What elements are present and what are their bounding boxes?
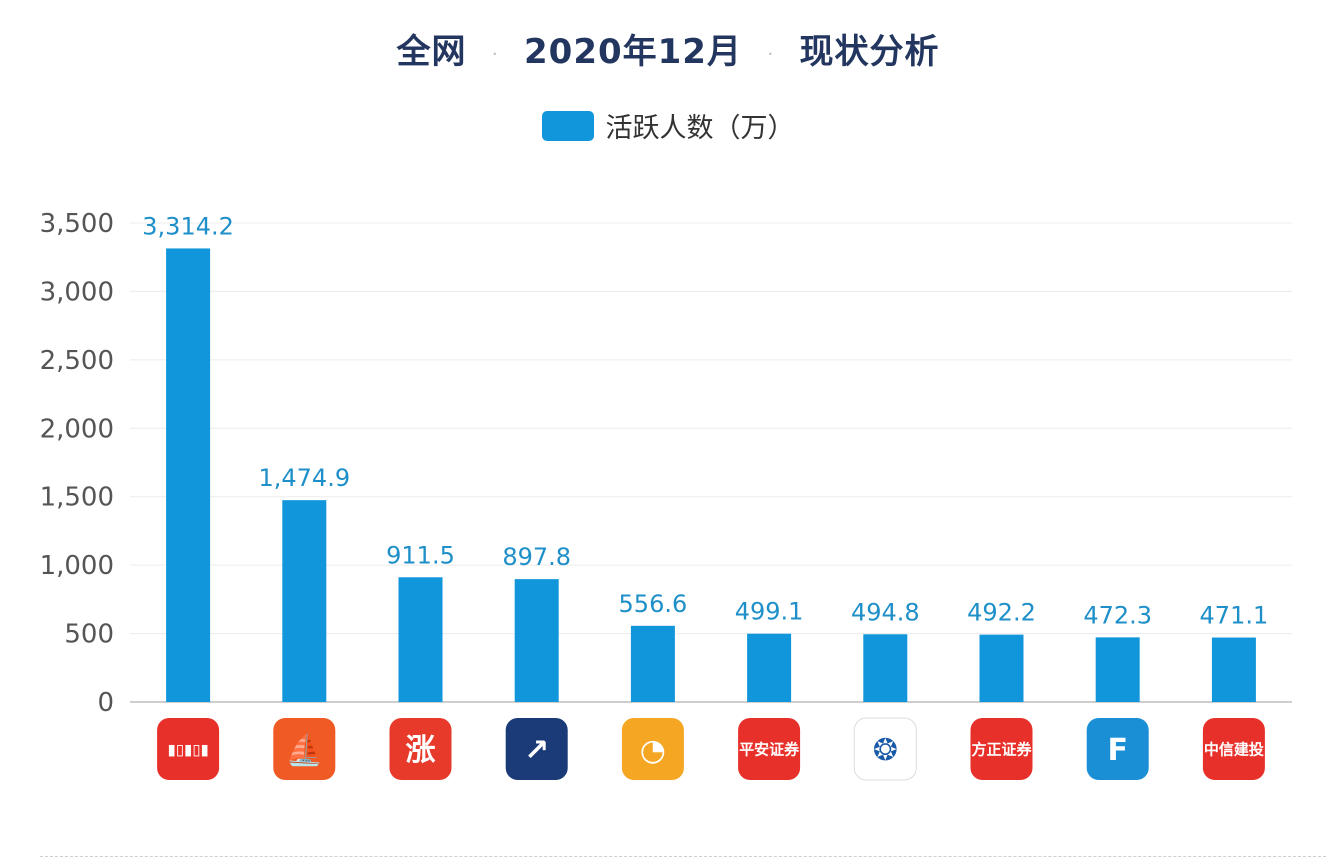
data-label: 3,314.2 bbox=[142, 212, 234, 240]
blue-f-app-icon: F bbox=[1086, 718, 1149, 780]
title-separator-1: · bbox=[492, 46, 499, 61]
app-icon-glyph: ❂ bbox=[873, 733, 898, 768]
bar bbox=[1211, 637, 1256, 702]
y-tick-label: 3,000 bbox=[40, 277, 114, 307]
y-tick-label: 500 bbox=[64, 620, 114, 650]
y-tick-label: 2,500 bbox=[40, 346, 114, 376]
title-part-3: 现状分析 bbox=[799, 32, 940, 72]
china-securities-app-icon: 中信建投 bbox=[1202, 718, 1265, 780]
zhang-app-icon: 涨 bbox=[389, 718, 452, 780]
fangzheng-securities-app-icon: 方正证券 bbox=[970, 718, 1033, 780]
app-icon-background bbox=[970, 718, 1033, 780]
app-icon-glyph: ◔ bbox=[640, 733, 666, 768]
app-icon-background bbox=[853, 717, 917, 781]
legend-label: 活跃人数（万） bbox=[605, 113, 795, 144]
bar bbox=[747, 633, 792, 702]
data-label: 494.8 bbox=[851, 598, 920, 626]
app-icon-glyph: 平安证券 bbox=[739, 740, 800, 758]
app-icon-background bbox=[389, 718, 452, 780]
y-tick-label: 0 bbox=[97, 688, 114, 718]
data-label: 897.8 bbox=[502, 543, 571, 571]
app-icon-glyph: 方正证券 bbox=[971, 740, 1032, 758]
data-label: 556.6 bbox=[619, 590, 688, 618]
candlestick-app-icon: ▮▯▮▯▮ bbox=[157, 718, 220, 780]
bar bbox=[166, 248, 211, 703]
bar bbox=[514, 579, 559, 702]
title-separator-2: · bbox=[767, 46, 774, 61]
bar bbox=[630, 625, 675, 702]
y-tick-label: 1,000 bbox=[40, 551, 114, 581]
app-icon-background bbox=[621, 718, 684, 780]
bar bbox=[282, 500, 327, 702]
data-label: 471.1 bbox=[1200, 602, 1269, 630]
chart-legend: 活跃人数（万） bbox=[0, 106, 1336, 145]
app-icon-glyph: 中信建投 bbox=[1204, 740, 1264, 758]
blue-globe-app-icon: ❂ bbox=[853, 717, 917, 781]
data-label: 499.1 bbox=[735, 598, 804, 626]
bottom-divider bbox=[40, 856, 1326, 857]
bar bbox=[1095, 637, 1140, 702]
sail-app-icon: ⛵ bbox=[273, 718, 336, 780]
data-label: 472.3 bbox=[1083, 601, 1152, 629]
title-part-1: 全网 bbox=[396, 32, 467, 72]
data-label: 911.5 bbox=[386, 541, 455, 569]
bar bbox=[863, 634, 908, 702]
title-part-2: 2020年12月 bbox=[524, 32, 742, 72]
app-icon-glyph: 涨 bbox=[406, 733, 436, 768]
app-icon-background bbox=[505, 718, 568, 780]
y-tick-label: 3,500 bbox=[40, 209, 114, 239]
app-icon-background bbox=[1086, 718, 1149, 780]
app-icon-background bbox=[1202, 718, 1265, 780]
app-icon-glyph: F bbox=[1107, 733, 1128, 768]
app-icon-background bbox=[738, 718, 801, 780]
orange-ring-app-icon: ◔ bbox=[621, 718, 684, 780]
trend-arrow-app-icon: ↗ bbox=[505, 718, 568, 780]
app-icon-glyph: ↗ bbox=[524, 733, 549, 768]
app-icon-background bbox=[273, 718, 336, 780]
pingan-securities-app-icon: 平安证券 bbox=[738, 718, 801, 780]
bar bbox=[979, 634, 1024, 702]
app-icon-glyph: ▮▯▮▯▮ bbox=[167, 740, 208, 758]
legend-swatch bbox=[541, 110, 594, 141]
app-icon-glyph: ⛵ bbox=[286, 732, 323, 768]
bar bbox=[398, 577, 443, 702]
chart-title: 全网 · 2020年12月 · 现状分析 bbox=[0, 24, 1336, 73]
data-label: 1,474.9 bbox=[258, 464, 350, 492]
app-icon-background bbox=[157, 718, 220, 780]
y-tick-label: 2,000 bbox=[40, 414, 114, 444]
data-label: 492.2 bbox=[967, 599, 1036, 627]
y-tick-label: 1,500 bbox=[40, 483, 114, 513]
